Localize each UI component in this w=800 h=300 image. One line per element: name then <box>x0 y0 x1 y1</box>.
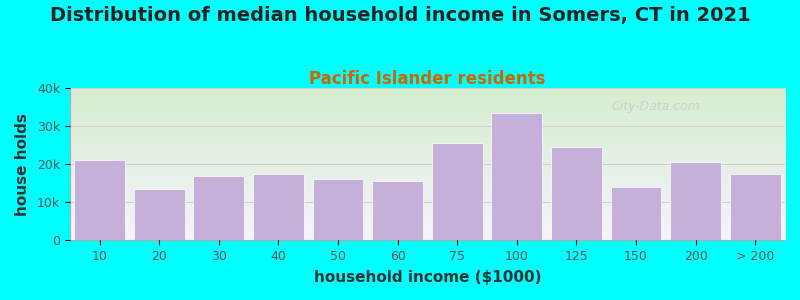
Bar <box>74 160 125 240</box>
Bar <box>730 174 781 240</box>
Text: City-Data.com: City-Data.com <box>612 100 701 113</box>
Bar <box>253 174 304 240</box>
Bar <box>313 179 363 240</box>
Bar <box>372 182 423 240</box>
Text: Distribution of median household income in Somers, CT in 2021: Distribution of median household income … <box>50 6 750 25</box>
Bar <box>670 162 721 240</box>
Bar <box>610 187 662 240</box>
Title: Pacific Islander residents: Pacific Islander residents <box>309 70 546 88</box>
Bar <box>194 176 244 240</box>
Y-axis label: house holds: house holds <box>15 113 30 216</box>
Bar <box>491 113 542 240</box>
X-axis label: household income ($1000): household income ($1000) <box>314 270 541 285</box>
Bar <box>432 143 482 240</box>
Bar <box>134 189 185 240</box>
Bar <box>551 147 602 240</box>
